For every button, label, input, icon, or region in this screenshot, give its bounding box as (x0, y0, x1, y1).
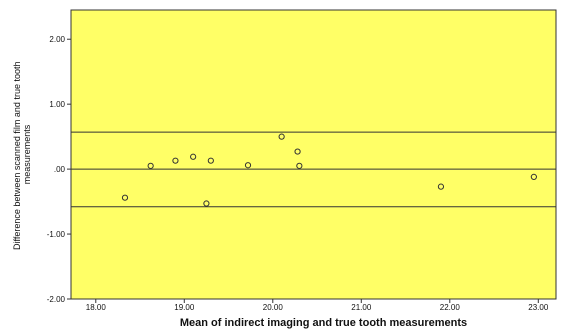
data-point (296, 162, 303, 169)
y-tick-label: -1.00 (47, 230, 66, 239)
reference-lines (71, 131, 556, 208)
y-axis-title-line-2: measurements (22, 124, 32, 184)
x-tick-label: 20.00 (263, 303, 284, 312)
y-tick-label: 1.00 (49, 100, 65, 109)
data-point (294, 148, 301, 155)
y-axis-ticks: 2.00 1.00 .00 -1.00 -2.00 (47, 35, 71, 304)
data-point (121, 194, 129, 201)
data-point (172, 157, 179, 164)
x-tick-label: 22.00 (440, 303, 461, 312)
x-tick-label: 21.00 (351, 303, 372, 312)
x-axis-title: Mean of indirect imaging and true tooth … (180, 317, 467, 329)
y-axis-title: Difference between scanned film and true… (12, 59, 32, 250)
y-tick-label: .00 (54, 165, 66, 174)
data-point (530, 173, 537, 181)
plot-area (70, 9, 557, 300)
x-axis-ticks: 18.00 19.00 20.00 21.00 22.00 23.00 (86, 299, 549, 312)
data-point (278, 133, 285, 140)
data-point (147, 162, 154, 169)
x-tick-label: 18.00 (86, 303, 107, 312)
x-tick-label: 19.00 (174, 303, 195, 312)
data-point (437, 183, 445, 190)
data-point (207, 157, 214, 164)
data-point (190, 153, 197, 160)
data-point (203, 200, 210, 207)
y-tick-label: -2.00 (47, 295, 66, 304)
data-points (121, 133, 537, 207)
x-tick-label: 23.00 (528, 303, 549, 312)
y-tick-label: 2.00 (49, 35, 65, 44)
data-point (244, 162, 252, 169)
y-axis-title-line-1: Difference between scanned film and true… (12, 62, 22, 250)
